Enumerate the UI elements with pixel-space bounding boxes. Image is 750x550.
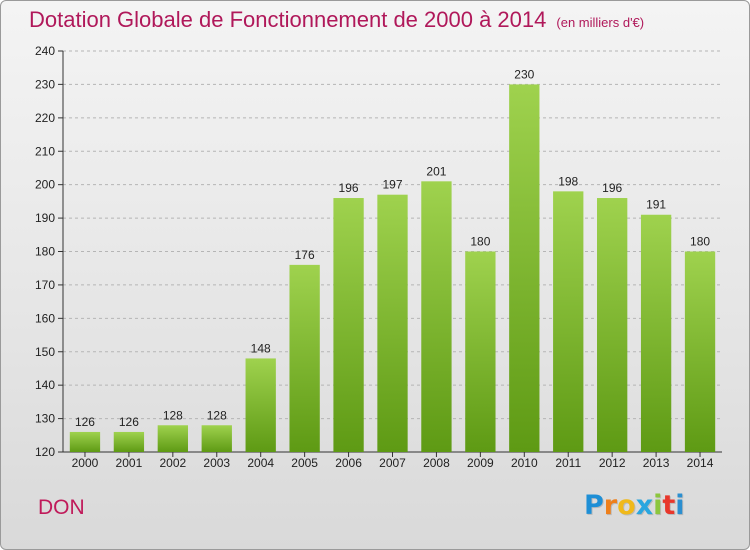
y-tick-label: 200: [35, 178, 55, 192]
bar-2008: [421, 181, 452, 452]
data-label-2006: 196: [339, 181, 359, 195]
bar-2004: [245, 358, 276, 452]
x-tick-label-2010: 2010: [511, 456, 538, 470]
grid-lines: [63, 50, 722, 420]
bar-2001: [113, 431, 145, 452]
logo-letter: o: [617, 490, 636, 521]
y-tick-label: 240: [35, 44, 55, 58]
y-tick-label: 150: [35, 345, 55, 359]
data-label-2003: 128: [207, 408, 227, 422]
data-label-2010: 230: [514, 67, 534, 81]
x-tick-label-2006: 2006: [335, 456, 362, 470]
y-tick-label: 230: [35, 77, 55, 91]
x-tick-label-2003: 2003: [203, 456, 230, 470]
x-tick-label-2014: 2014: [687, 456, 714, 470]
x-tick-label-2013: 2013: [643, 456, 670, 470]
data-label-2008: 201: [426, 164, 446, 178]
proxiti-logo: Proxiti: [584, 490, 685, 521]
x-tick-label-2008: 2008: [423, 456, 450, 470]
x-tick-label-2002: 2002: [159, 456, 186, 470]
bar-2002: [157, 425, 188, 452]
bars: [69, 84, 716, 453]
data-label-2004: 148: [251, 341, 271, 355]
y-tick-label: 120: [35, 445, 55, 459]
bar-2007: [377, 194, 408, 453]
x-tick-label-2001: 2001: [116, 456, 143, 470]
data-label-2011: 198: [558, 174, 578, 188]
bar-2014: [684, 251, 716, 452]
x-tick-label-2009: 2009: [467, 456, 494, 470]
logo-letter: i: [653, 490, 663, 521]
chart-title: Dotation Globale de Fonctionnement de 20…: [29, 7, 644, 33]
y-tick-label: 190: [35, 211, 55, 225]
bar-2009: [465, 251, 496, 452]
y-tick-label: 140: [35, 378, 55, 392]
data-label-2009: 180: [470, 235, 490, 249]
y-tick-label: 180: [35, 245, 55, 259]
y-tick-label: 160: [35, 311, 55, 325]
bar-2012: [597, 198, 628, 452]
x-tick-label-2000: 2000: [72, 456, 99, 470]
data-label-2014: 180: [690, 235, 710, 249]
x-tick-label-2012: 2012: [599, 456, 626, 470]
data-label-2001: 126: [119, 415, 139, 429]
data-label-2000: 126: [75, 415, 95, 429]
logo-letter: t: [662, 490, 676, 521]
bar-2005: [289, 264, 320, 452]
labels: 120 130 140 150 160 170 180 190 200 210 220 230 240 1…: [35, 44, 714, 470]
commune-name: DON: [38, 496, 85, 519]
logo-letter: P: [584, 490, 604, 521]
bar-2011: [553, 191, 584, 452]
y-tick-label: 210: [35, 144, 55, 158]
x-tick-label-2005: 2005: [291, 456, 318, 470]
bar-2006: [333, 198, 364, 452]
chart-subtitle: (en milliers d'€): [556, 15, 645, 30]
x-tick-label-2007: 2007: [379, 456, 406, 470]
logo-letter: i: [675, 490, 685, 521]
bar-2003: [201, 425, 232, 452]
y-tick-label: 170: [35, 278, 55, 292]
bar-2000: [69, 431, 101, 452]
logo-letter: x: [635, 490, 654, 521]
data-label-2002: 128: [163, 408, 183, 422]
x-tick-label-2004: 2004: [247, 456, 274, 470]
data-label-2013: 191: [646, 198, 666, 212]
x-tick-label-2011: 2011: [555, 456, 581, 470]
chart-title-text: Dotation Globale de Fonctionnement de 20…: [29, 7, 547, 32]
data-label-2012: 196: [602, 181, 622, 195]
y-tick-label: 130: [35, 412, 55, 426]
y-tick-label: 220: [35, 111, 55, 125]
bar-2010: [509, 84, 540, 453]
logo-letter: r: [603, 490, 618, 521]
data-label-2007: 197: [382, 178, 402, 192]
data-label-2005: 176: [295, 248, 315, 262]
bar-2013: [640, 214, 672, 452]
